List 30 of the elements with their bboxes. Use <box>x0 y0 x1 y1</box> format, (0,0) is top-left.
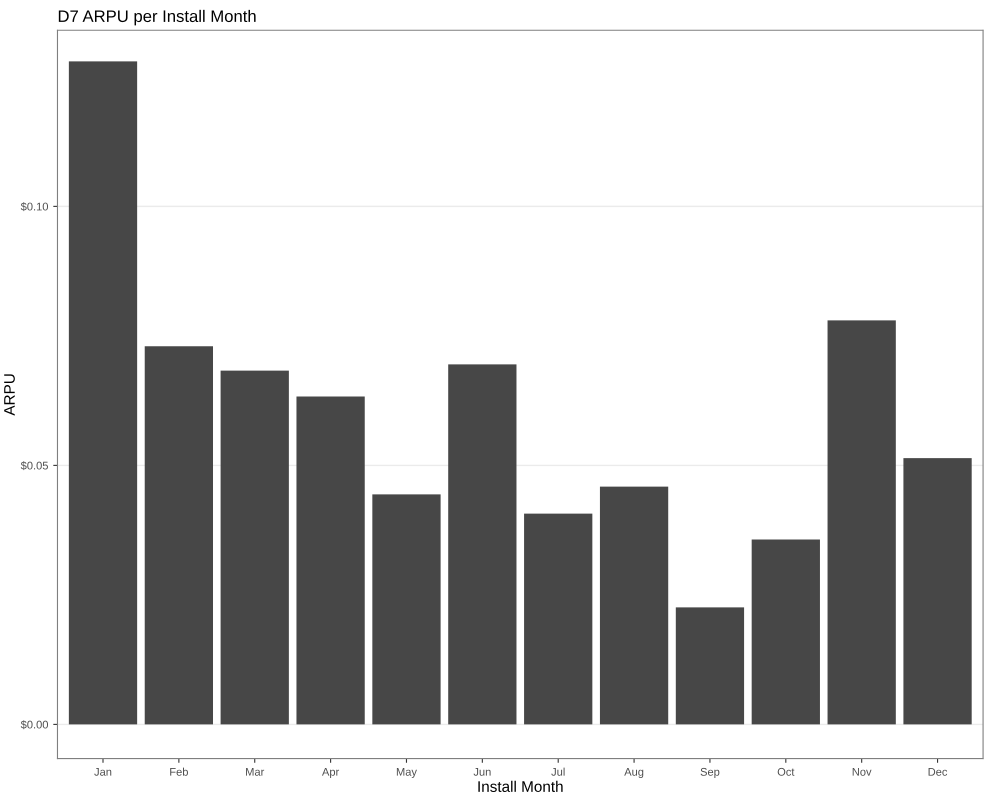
bar <box>752 539 820 724</box>
x-tick-label: Nov <box>852 768 872 776</box>
bar <box>372 494 441 724</box>
bar <box>828 320 896 724</box>
x-tick-label: Jul <box>551 768 565 776</box>
chart-title: D7 ARPU per Install Month <box>58 10 256 26</box>
x-tick-label: Aug <box>624 768 644 778</box>
y-tick-label: $0.00 <box>20 720 48 730</box>
bar <box>676 607 744 724</box>
x-tick-label: Oct <box>778 768 794 776</box>
bar <box>903 458 972 724</box>
x-tick-label: Feb <box>170 768 188 776</box>
bar <box>68 61 138 724</box>
y-tick-label: $0.05 <box>20 461 48 470</box>
x-tick-label: Jan <box>94 768 112 776</box>
x-tick-label: Mar <box>246 768 264 776</box>
x-tick-label: Jun <box>474 768 491 776</box>
y-axis-title: ARPU <box>4 374 15 416</box>
bar <box>144 346 214 724</box>
y-tick-label: $0.10 <box>20 202 48 212</box>
bar <box>296 396 365 724</box>
x-tick-label: Sep <box>700 768 720 778</box>
bar <box>524 514 592 724</box>
x-tick-label: Apr <box>322 768 340 778</box>
bar <box>448 364 516 724</box>
bar <box>600 486 668 724</box>
bar <box>220 370 289 724</box>
x-tick-label: May <box>396 768 417 778</box>
x-axis-title: Install Month <box>478 780 563 792</box>
x-tick-label: Dec <box>928 768 948 776</box>
